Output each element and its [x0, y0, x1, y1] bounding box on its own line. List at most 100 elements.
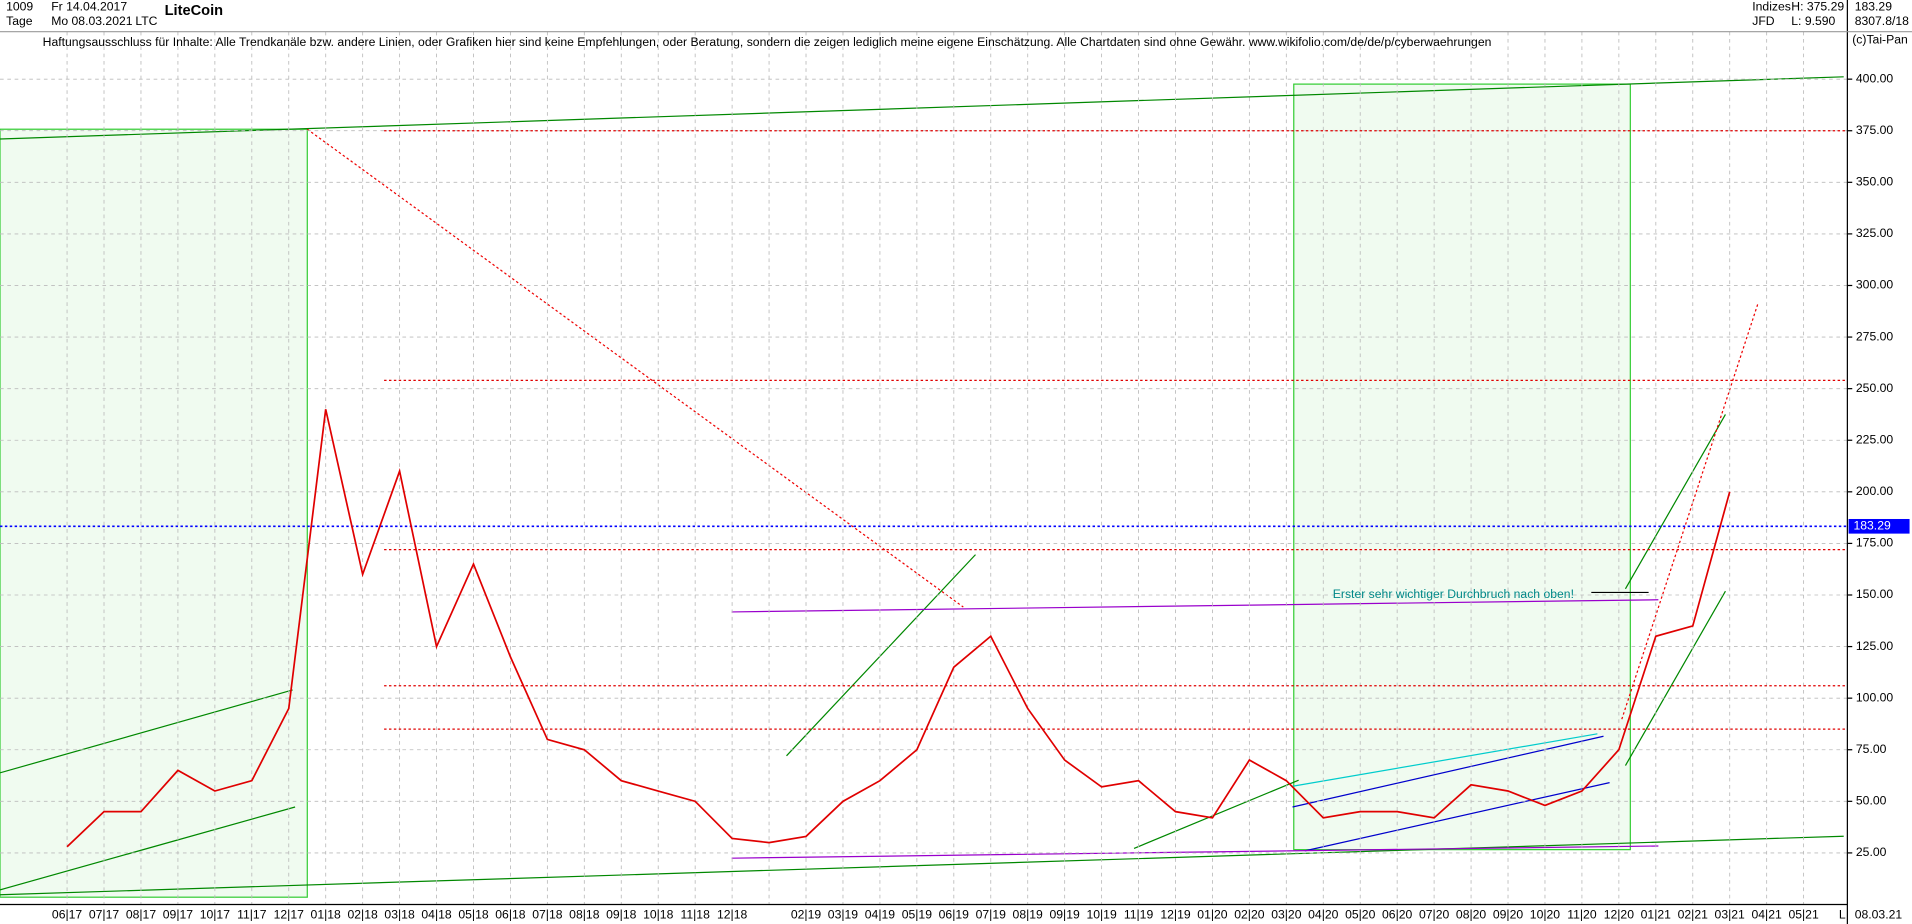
y-tick-label: 350.00: [1856, 175, 1894, 189]
x-tick-label: 01|18: [311, 908, 342, 922]
x-tick-label: 02|18: [348, 908, 379, 922]
x-tick-label: 02|19: [791, 908, 822, 922]
y-tick-label: 175.00: [1856, 536, 1894, 550]
x-tick-label: 04|20: [1308, 908, 1339, 922]
x-tick-label: 02|21: [1678, 908, 1709, 922]
y-tick-label: 300.00: [1856, 278, 1894, 292]
trend-line: [1304, 782, 1610, 852]
trend-line: [306, 128, 964, 608]
x-tick-label: 12|20: [1604, 908, 1635, 922]
copyright: (c)Tai-Pan: [1852, 32, 1908, 46]
x-tick-label: 10|20: [1530, 908, 1561, 922]
y-tick-label: 100.00: [1856, 690, 1894, 704]
trend-line: [0, 689, 293, 774]
x-tick-label: 05|21: [1788, 908, 1819, 922]
trend-line: [1624, 590, 1726, 766]
x-tick-label: 12|17: [274, 908, 305, 922]
trend-line: [731, 845, 1659, 859]
x-tick-label: 09|19: [1050, 908, 1081, 922]
trend-line: [786, 554, 976, 757]
plot: 25.00 50.00 75.00 100.00 125.00 150.00 175.00 2…: [0, 31, 1910, 922]
header-high: H: 375.29: [1791, 0, 1844, 14]
x-tick-label: 06|19: [939, 908, 970, 922]
date-label: 08.03.21: [1855, 908, 1903, 922]
current-label: 183.29: [1853, 519, 1891, 533]
y-tick-label: 375.00: [1856, 123, 1894, 137]
header-group: Indizes: [1752, 0, 1791, 14]
y-tick-label: 400.00: [1856, 71, 1894, 85]
x-tick-label: 09|17: [163, 908, 194, 922]
trend-line: [1292, 733, 1598, 787]
header-last: 183.29: [1855, 0, 1893, 14]
x-tick-label: 08|18: [569, 908, 600, 922]
disclaimer: Haftungsausschluss für Inhalte: Alle Tre…: [43, 35, 1492, 49]
y-tick-label: 50.00: [1856, 794, 1887, 808]
x-tick-label: 11|18: [680, 908, 710, 922]
y-tick-label: 275.00: [1856, 329, 1894, 343]
x-tick-label: 03|21: [1715, 908, 1746, 922]
x-tick-label: 11|20: [1567, 908, 1597, 922]
x-tick-label: 08|17: [126, 908, 157, 922]
trend-line: [1133, 779, 1299, 849]
trend-line: [0, 806, 296, 891]
current-box: [1848, 518, 1910, 534]
x-tick-label: 05|19: [902, 908, 933, 922]
header-period: Tage: [6, 14, 33, 28]
x-tick-label: 10|19: [1086, 908, 1117, 922]
y-tick-label: 150.00: [1856, 587, 1894, 601]
annotation: Erster sehr wichtiger Durchbruch nach ob…: [1333, 587, 1574, 601]
x-tick-label: 09|18: [606, 908, 637, 922]
x-tick-label: 07|19: [976, 908, 1007, 922]
chart-title: LiteCoin: [165, 3, 224, 19]
x-tick-label: 11|17: [237, 908, 267, 922]
zone: [0, 128, 308, 898]
x-tick-label: 01|20: [1197, 908, 1228, 922]
zone: [1293, 83, 1631, 851]
price-line: [66, 409, 1731, 848]
header-low: L: 9.590: [1791, 14, 1835, 28]
x-tick-label: 06|20: [1382, 908, 1413, 922]
x-tick-label: 05|20: [1345, 908, 1376, 922]
y-tick-label: 75.00: [1856, 742, 1887, 756]
x-tick-label: 07|18: [532, 908, 563, 922]
x-tick-label: 11|19: [1124, 908, 1154, 922]
x-tick-label: 03|20: [1271, 908, 1302, 922]
header-source: JFD: [1752, 14, 1775, 28]
x-tick-label: 04|19: [865, 908, 896, 922]
x-tick-label: 01|21: [1641, 908, 1672, 922]
x-tick-label: 05|18: [458, 908, 489, 922]
decorations: [0, 76, 1844, 898]
x-tick-label: 10|18: [643, 908, 674, 922]
trend-line: [1624, 414, 1726, 590]
x-tick-label: 06|17: [52, 908, 83, 922]
x-tick-label: 04|18: [421, 908, 452, 922]
y-tick-label: 125.00: [1856, 639, 1894, 653]
trend-line: [1292, 735, 1604, 808]
y-tick-label: 200.00: [1856, 484, 1894, 498]
trend-line: [0, 835, 1844, 896]
x-tick-label: 02|20: [1234, 908, 1265, 922]
x-tick-label: 06|18: [495, 908, 526, 922]
trend-line: [731, 599, 1659, 613]
y-tick-label: 225.00: [1856, 432, 1894, 446]
header-symbol: LTC: [135, 14, 157, 28]
y-tick-label: 25.00: [1856, 845, 1887, 859]
scale-mode: L: [1839, 908, 1846, 922]
header-count: 1009: [6, 0, 33, 14]
header-start: Fr 14.04.2017: [51, 0, 127, 14]
y-tick-label: 250.00: [1856, 381, 1894, 395]
header-end: Mo 08.03.2021: [51, 14, 133, 28]
x-tick-label: 04|21: [1752, 908, 1783, 922]
x-tick-label: 10|17: [200, 908, 231, 922]
y-tick-label: 325.00: [1856, 226, 1894, 240]
x-tick-label: 12|19: [1160, 908, 1191, 922]
x-tick-label: 12|18: [717, 908, 748, 922]
x-tick-label: 08|20: [1456, 908, 1487, 922]
trend-line: [0, 76, 1844, 140]
x-tick-label: 08|19: [1013, 908, 1044, 922]
x-tick-label: 07|20: [1419, 908, 1450, 922]
x-tick-label: 03|18: [384, 908, 415, 922]
header-extra: 8307.8/18: [1855, 14, 1909, 28]
